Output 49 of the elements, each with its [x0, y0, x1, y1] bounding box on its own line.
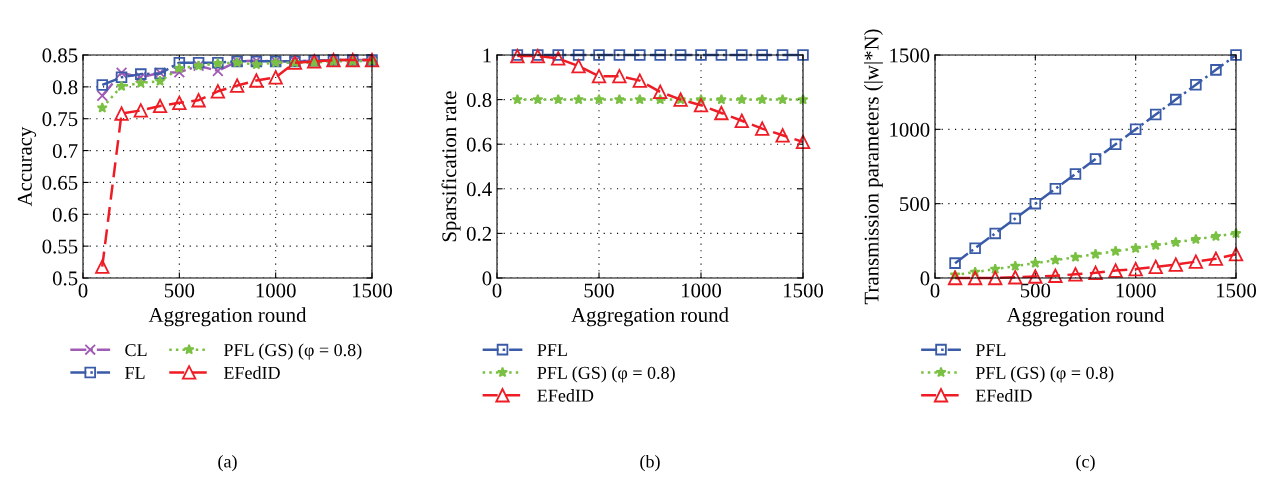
y-tick-label: 0 [920, 271, 930, 286]
legend-label: PFL (GS) (φ = 0.8) [537, 366, 675, 383]
legend-label: PFL (GS) (φ = 0.8) [223, 343, 362, 360]
y-tick-label: 1 [483, 48, 491, 63]
x-tick-label: 1000 [1116, 283, 1156, 298]
x-tick-label: 500 [1020, 283, 1051, 298]
text: (c) [1076, 454, 1095, 472]
y-tick-label: 0.55 [42, 239, 78, 254]
x-tick-label: 500 [164, 283, 195, 298]
legend-label: CL [125, 343, 147, 357]
legend-label: EFedID [975, 389, 1032, 402]
y-tick-label: 0.5 [52, 271, 78, 286]
y-tick-label: 0.8 [52, 80, 78, 95]
x-axis-title: Aggregation round [148, 307, 307, 327]
y-tick-label: 1500 [890, 48, 930, 63]
y-tick-label: 0.7 [52, 143, 78, 159]
legend-label: EFedID [537, 389, 594, 402]
y-tick-label: 500 [900, 197, 930, 212]
x-axis-title: Aggregation round [571, 307, 729, 327]
x-tick-label: 0 [930, 283, 940, 298]
legend-label: EFedID [223, 366, 280, 379]
text: (b) [640, 454, 660, 472]
legend-label: FL [125, 366, 145, 379]
text: (a) [218, 454, 237, 472]
x-tick-label: 0 [78, 283, 88, 298]
x-tick-label: 1500 [353, 283, 393, 298]
y-tick-label: 0.2 [466, 226, 491, 241]
legend-label: PFL [537, 344, 567, 356]
x-tick-label: 1000 [682, 283, 722, 298]
legend-label: PFL (GS) (φ = 0.8) [975, 366, 1114, 383]
y-tick-label: 1000 [890, 122, 930, 137]
y-tick-label: 0.6 [466, 137, 492, 152]
y-tick-label: 0.75 [42, 112, 78, 127]
x-tick-label: 1500 [784, 283, 824, 298]
y-tick-label: 0.65 [42, 175, 78, 190]
y-axis-title: Sparsification rate [441, 91, 461, 242]
x-tick-label: 0 [492, 283, 502, 298]
y-tick-label: 0.8 [466, 92, 492, 108]
y-axis-title: Transmission parameters (|w|*N) [863, 29, 883, 305]
y-tick-label: 0 [482, 271, 492, 286]
x-tick-label: 500 [584, 283, 614, 298]
y-axis-title: Accuracy [17, 126, 37, 207]
y-tick-label: 0.85 [42, 48, 78, 63]
x-axis-title: Aggregation round [1006, 307, 1165, 327]
y-tick-label: 0.6 [52, 207, 78, 222]
x-tick-label: 1500 [1217, 283, 1257, 298]
legend-label: PFL [975, 344, 1006, 356]
x-tick-label: 1000 [256, 283, 296, 298]
y-tick-label: 0.4 [466, 182, 492, 197]
